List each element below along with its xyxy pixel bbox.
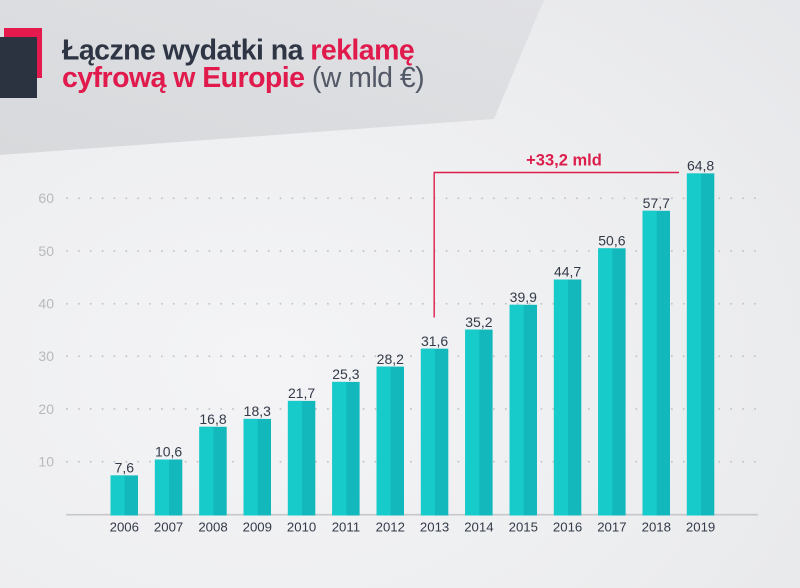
svg-text:+33,2 mld: +33,2 mld: [526, 152, 602, 170]
svg-text:2011: 2011: [332, 519, 360, 534]
svg-text:10: 10: [38, 454, 54, 470]
svg-text:2010: 2010: [287, 519, 316, 534]
svg-text:2007: 2007: [154, 519, 183, 534]
svg-text:28,2: 28,2: [377, 351, 404, 367]
svg-text:50,6: 50,6: [598, 233, 625, 249]
svg-text:2015: 2015: [509, 519, 538, 534]
svg-text:16,8: 16,8: [199, 411, 226, 427]
svg-text:44,7: 44,7: [554, 264, 581, 280]
svg-text:Łączne wydatki na reklamę: Łączne wydatki na reklamę: [62, 35, 414, 67]
svg-text:7,6: 7,6: [115, 460, 135, 476]
svg-text:2018: 2018: [642, 519, 671, 534]
svg-text:2012: 2012: [376, 519, 405, 534]
svg-text:2006: 2006: [110, 519, 139, 534]
svg-text:39,9: 39,9: [510, 289, 537, 305]
svg-text:40: 40: [38, 296, 54, 312]
svg-text:57,7: 57,7: [643, 195, 670, 211]
svg-text:2014: 2014: [464, 519, 493, 534]
svg-text:20: 20: [38, 401, 54, 417]
svg-text:cyfrową w Europie (w mld €): cyfrową w Europie (w mld €): [62, 62, 424, 94]
svg-text:2016: 2016: [553, 519, 582, 534]
svg-text:50: 50: [38, 243, 54, 259]
svg-text:64,8: 64,8: [687, 158, 714, 174]
svg-text:18,3: 18,3: [244, 403, 271, 419]
svg-text:21,7: 21,7: [288, 385, 315, 401]
svg-text:2008: 2008: [198, 519, 227, 534]
svg-text:35,2: 35,2: [465, 314, 492, 330]
svg-text:10,6: 10,6: [155, 444, 182, 460]
svg-text:2017: 2017: [597, 519, 626, 534]
svg-text:2009: 2009: [243, 519, 272, 534]
svg-text:2019: 2019: [686, 519, 715, 534]
svg-text:2013: 2013: [420, 519, 449, 534]
svg-text:30: 30: [38, 348, 54, 364]
svg-text:31,6: 31,6: [421, 333, 448, 349]
svg-text:60: 60: [38, 190, 54, 206]
svg-text:25,3: 25,3: [332, 366, 359, 382]
